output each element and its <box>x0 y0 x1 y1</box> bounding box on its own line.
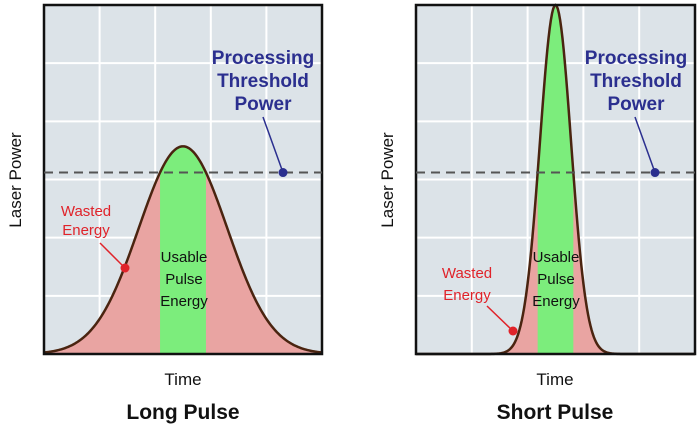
wasted-label-line1: Wasted <box>442 265 492 282</box>
usable-label-line1: Usable <box>533 249 580 266</box>
plot-frame <box>414 3 697 356</box>
threshold-label-line3: Power <box>607 94 665 115</box>
threshold-label-line1: Processing <box>585 48 687 69</box>
wasted-label-line2: Energy <box>62 222 110 239</box>
threshold-label-line1: Processing <box>212 48 314 69</box>
usable-label-line3: Energy <box>160 293 208 310</box>
threshold-leader <box>634 116 656 173</box>
wasted-leader <box>99 242 126 269</box>
long-pulse-panel: Processing Threshold Power Wasted Energy… <box>6 3 324 424</box>
threshold-label-line3: Power <box>234 94 292 115</box>
wasted-marker <box>508 326 518 336</box>
wasted-leader <box>486 305 514 332</box>
y-axis-label: Laser Power <box>6 132 25 228</box>
wasted-label-line1: Wasted <box>61 203 111 220</box>
usable-energy-area <box>537 5 574 354</box>
threshold-label-line2: Threshold <box>217 71 309 92</box>
short-pulse-panel: Processing Threshold Power Wasted Energy… <box>378 3 697 424</box>
y-axis-label: Laser Power <box>378 132 397 228</box>
usable-label-line3: Energy <box>532 293 580 310</box>
x-axis-label: Time <box>164 370 201 389</box>
panel-title: Long Pulse <box>126 401 239 424</box>
panel-title: Short Pulse <box>497 401 614 424</box>
pulse-curve <box>43 145 323 354</box>
threshold-label-line2: Threshold <box>590 71 682 92</box>
x-axis-label: Time <box>536 370 573 389</box>
plot-frame <box>42 3 324 356</box>
threshold-leader <box>262 116 284 173</box>
wasted-marker <box>120 263 130 273</box>
usable-energy-area <box>160 146 206 354</box>
usable-label-line1: Usable <box>161 249 208 266</box>
plot-grid <box>44 5 322 354</box>
wasted-label-line2: Energy <box>443 287 491 304</box>
usable-label-line2: Pulse <box>537 271 575 288</box>
usable-label-line2: Pulse <box>165 271 203 288</box>
